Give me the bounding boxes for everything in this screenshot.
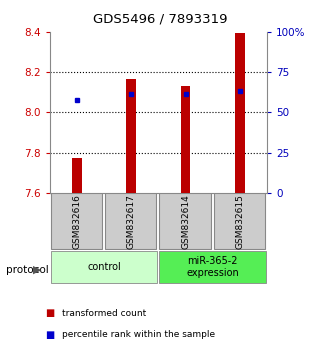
- Bar: [105, 194, 156, 249]
- Text: GDS5496 / 7893319: GDS5496 / 7893319: [93, 12, 227, 25]
- Bar: [72, 158, 82, 193]
- Bar: [235, 33, 245, 193]
- Bar: [159, 251, 266, 283]
- Text: control: control: [87, 262, 121, 272]
- Text: ▶: ▶: [33, 265, 41, 275]
- Text: percentile rank within the sample: percentile rank within the sample: [62, 330, 216, 339]
- Text: miR-365-2
expression: miR-365-2 expression: [187, 256, 239, 279]
- Text: ■: ■: [45, 308, 54, 318]
- Bar: [181, 86, 190, 193]
- Text: GSM832614: GSM832614: [181, 194, 190, 249]
- Bar: [126, 79, 136, 193]
- Text: transformed count: transformed count: [62, 309, 147, 318]
- Bar: [51, 251, 157, 283]
- Text: GSM832616: GSM832616: [72, 194, 81, 249]
- Text: GSM832617: GSM832617: [127, 194, 136, 249]
- Text: GSM832615: GSM832615: [236, 194, 244, 249]
- Text: protocol: protocol: [6, 265, 49, 275]
- Text: ■: ■: [45, 330, 54, 339]
- Bar: [51, 194, 102, 249]
- Bar: [159, 194, 211, 249]
- Bar: [214, 194, 265, 249]
